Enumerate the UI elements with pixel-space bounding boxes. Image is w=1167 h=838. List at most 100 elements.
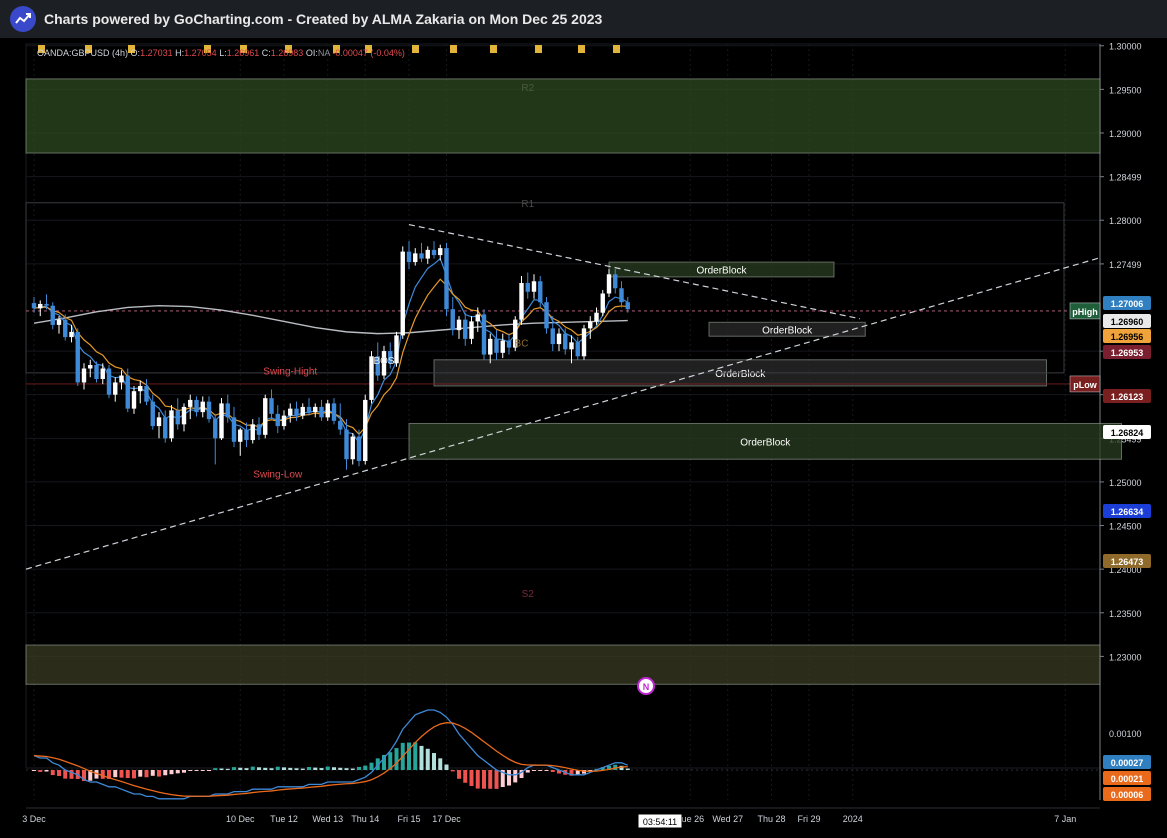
- chart-annotation: BOS: [373, 356, 394, 367]
- osc-histogram-bar: [44, 770, 49, 772]
- price-badge: [1103, 504, 1151, 518]
- osc-histogram-bar: [369, 762, 374, 770]
- time-axis-label: 3 Dec: [22, 814, 46, 824]
- price-chart[interactable]: 1.30000 1.29500 1.29000 1.28499 1.28000 1.274…: [0, 38, 1167, 838]
- sma-line: [33, 305, 628, 335]
- news-marker-label: N: [643, 682, 650, 692]
- candle-body: [69, 331, 74, 338]
- candle-body: [388, 351, 393, 364]
- candle-body: [544, 302, 549, 329]
- osc-badge-label: 0.00006: [1111, 790, 1144, 800]
- candle-body: [100, 368, 105, 379]
- candle-body: [375, 356, 380, 376]
- osc-histogram-bar: [138, 770, 143, 777]
- osc-histogram-bar: [557, 770, 561, 774]
- candle-body: [106, 368, 112, 395]
- price-badge-label: 1.26953: [1111, 348, 1144, 358]
- candle-body: [619, 288, 624, 303]
- price-badge-label: 1.27006: [1111, 299, 1144, 309]
- osc-histogram-bar: [38, 770, 43, 772]
- osc-histogram-bar: [269, 768, 274, 770]
- price-axis-label: 1.29500: [1109, 85, 1142, 95]
- candle-body: [406, 251, 412, 263]
- close-value: 1.26983: [270, 48, 304, 58]
- time-axis-label: 10 Dec: [226, 814, 255, 824]
- event-flag-icon: [333, 45, 340, 53]
- candle-body: [519, 283, 524, 320]
- osc-histogram-bar: [588, 770, 593, 772]
- candle-body: [394, 335, 399, 364]
- osc-histogram-bar: [88, 770, 93, 781]
- price-axis-label: 1.23500: [1109, 609, 1142, 619]
- candle-body: [556, 333, 562, 345]
- osc-histogram-bar: [425, 748, 430, 770]
- candle-body: [31, 303, 37, 309]
- osc-histogram-bar: [544, 770, 549, 771]
- price-axis-label: 1.25000: [1109, 478, 1142, 488]
- candle-body: [363, 399, 368, 461]
- osc-histogram-bar: [363, 765, 368, 770]
- candle-body: [44, 303, 49, 306]
- oi-label: OI:: [305, 48, 318, 58]
- osc-badge: [1103, 787, 1151, 801]
- osc-histogram-bar: [513, 770, 518, 783]
- osc-badge: [1103, 755, 1151, 769]
- osc-histogram-bar: [450, 770, 455, 772]
- price-badge: [1103, 345, 1151, 359]
- osc-histogram-bar: [613, 764, 618, 770]
- osc-histogram-bar: [213, 768, 218, 770]
- event-flag-icon: [412, 45, 419, 53]
- candle-body: [513, 319, 518, 348]
- candle-body: [125, 375, 130, 409]
- candle-body: [331, 403, 337, 421]
- pivot-range-box: [25, 202, 1065, 374]
- price-badge: [1103, 389, 1151, 403]
- chart-annotation: R2: [521, 83, 534, 94]
- candle-body: [488, 338, 493, 355]
- candle-body: [381, 351, 387, 376]
- osc-histogram-bar: [325, 766, 330, 770]
- level-tag-box: [1069, 302, 1101, 320]
- osc-histogram-bar: [457, 770, 461, 779]
- candle-body: [294, 408, 299, 416]
- time-axis-label: Fri 29: [797, 814, 820, 824]
- candle-body: [550, 328, 555, 345]
- osc-histogram-bar: [344, 768, 349, 770]
- candle-body: [419, 253, 424, 259]
- order-block-label: OrderBlock: [762, 325, 813, 336]
- level-tag-label: pHigh: [1072, 307, 1098, 317]
- osc-histogram-bar: [532, 770, 536, 771]
- candle-body: [219, 403, 224, 439]
- event-flag-icon: [128, 45, 135, 53]
- symbol-label[interactable]: OANDA:GBPUSD (4h): [37, 48, 129, 58]
- order-block-label: OrderBlock: [715, 369, 766, 380]
- event-flag-icon: [240, 45, 247, 53]
- trend-line-icon[interactable]: [10, 6, 36, 32]
- osc-histogram-bar: [232, 767, 236, 770]
- price-badge: [1103, 314, 1151, 328]
- candle-body: [581, 328, 587, 357]
- candle-body: [56, 319, 62, 325]
- chart-annotation: R1: [521, 199, 534, 210]
- osc-histogram-bar: [113, 770, 118, 778]
- osc-badge-label: 0.00027: [1111, 758, 1144, 768]
- candle-body: [319, 406, 324, 418]
- candle-body: [463, 319, 468, 339]
- osc-histogram-bar: [207, 770, 211, 771]
- order-block-zone: [708, 321, 866, 337]
- osc-histogram-bar: [432, 753, 436, 770]
- candle-body: [469, 321, 474, 339]
- candle-body: [250, 424, 255, 441]
- osc-histogram-bar: [500, 770, 505, 788]
- candle-body: [350, 436, 355, 460]
- candle-body: [500, 340, 505, 353]
- event-flag-icon: [85, 45, 92, 53]
- osc-histogram-bar: [150, 770, 155, 776]
- ema-fast-line: [33, 257, 629, 445]
- osc-histogram-bar: [144, 770, 149, 778]
- time-axis-label: Tue 12: [270, 814, 298, 824]
- osc-histogram-bar: [175, 770, 180, 774]
- time-axis-label: Thu 28: [757, 814, 785, 824]
- order-block-zone: [25, 78, 1101, 154]
- candle-body: [225, 403, 230, 418]
